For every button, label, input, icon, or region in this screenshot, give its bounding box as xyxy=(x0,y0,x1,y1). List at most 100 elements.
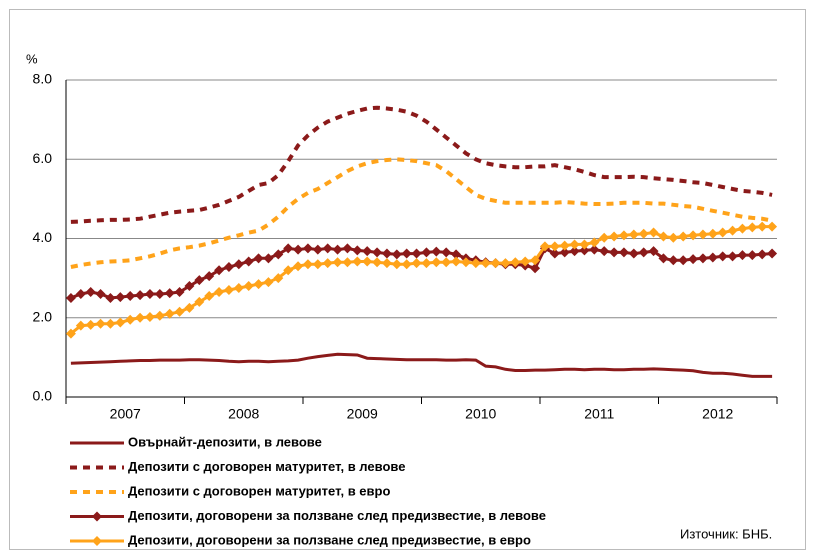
marker xyxy=(530,255,541,266)
marker xyxy=(75,288,86,299)
marker xyxy=(372,257,383,268)
marker xyxy=(362,256,373,267)
marker xyxy=(322,243,333,254)
marker xyxy=(223,262,234,273)
marker xyxy=(194,296,205,307)
marker xyxy=(757,221,768,232)
x-tick-label: 2010 xyxy=(465,406,496,422)
marker xyxy=(697,229,708,240)
marker xyxy=(85,319,96,330)
marker xyxy=(628,229,639,240)
y-unit: % xyxy=(26,51,38,66)
marker xyxy=(707,228,718,239)
marker xyxy=(105,318,116,329)
marker xyxy=(273,273,284,284)
marker xyxy=(135,312,146,323)
marker xyxy=(332,257,343,268)
marker xyxy=(352,245,363,256)
marker xyxy=(125,314,136,325)
marker xyxy=(579,245,590,256)
marker xyxy=(480,258,491,269)
marker xyxy=(767,221,778,232)
marker xyxy=(144,288,155,299)
marker xyxy=(115,292,126,303)
series-line xyxy=(70,157,773,269)
marker xyxy=(707,252,718,263)
marker xyxy=(135,290,146,301)
marker xyxy=(618,230,629,241)
frame xyxy=(9,9,806,550)
marker xyxy=(322,258,333,269)
marker xyxy=(717,227,728,238)
marker xyxy=(65,292,76,303)
marker xyxy=(411,258,422,269)
marker xyxy=(233,259,244,270)
marker xyxy=(204,271,215,282)
marker xyxy=(717,251,728,262)
marker xyxy=(194,275,205,286)
legend-marker xyxy=(92,536,102,546)
marker xyxy=(431,257,442,268)
y-tick-label: 8.0 xyxy=(33,71,53,87)
marker xyxy=(727,251,738,262)
marker xyxy=(441,257,452,268)
marker xyxy=(451,249,462,260)
marker xyxy=(618,247,629,258)
marker xyxy=(638,228,649,239)
marker xyxy=(362,246,373,257)
marker xyxy=(549,248,560,259)
marker xyxy=(411,248,422,259)
y-tick-label: 0.0 xyxy=(33,388,53,404)
x-tick-label: 2012 xyxy=(702,406,733,422)
marker xyxy=(293,244,304,255)
marker xyxy=(302,259,313,270)
marker xyxy=(312,259,323,270)
marker xyxy=(648,246,659,257)
marker xyxy=(283,243,294,254)
x-tick-label: 2008 xyxy=(228,406,259,422)
marker xyxy=(678,255,689,266)
marker xyxy=(342,257,353,268)
marker xyxy=(164,288,175,299)
marker xyxy=(75,320,86,331)
marker xyxy=(727,225,738,236)
marker xyxy=(263,253,274,264)
marker xyxy=(589,244,600,255)
marker xyxy=(599,246,610,257)
legend-label: Депозити с договорен матуритет, в евро xyxy=(128,483,390,498)
marker xyxy=(757,249,768,260)
marker xyxy=(737,223,748,234)
marker xyxy=(65,328,76,339)
marker xyxy=(559,240,570,251)
marker xyxy=(549,241,560,252)
marker xyxy=(767,248,778,259)
marker xyxy=(530,263,541,274)
marker xyxy=(678,231,689,242)
marker xyxy=(628,248,639,259)
marker xyxy=(164,308,175,319)
marker xyxy=(253,279,264,290)
marker xyxy=(95,318,106,329)
x-tick-label: 2009 xyxy=(347,406,378,422)
marker xyxy=(470,258,481,269)
legend-label: Депозити, договорени за ползване след пр… xyxy=(128,508,546,523)
marker xyxy=(609,231,620,242)
marker xyxy=(154,288,165,299)
marker xyxy=(342,243,353,254)
marker xyxy=(747,250,758,261)
series-line xyxy=(70,352,773,378)
marker xyxy=(302,243,313,254)
marker xyxy=(490,258,501,269)
marker xyxy=(105,292,116,303)
marker xyxy=(747,222,758,233)
marker xyxy=(115,317,126,328)
marker xyxy=(500,258,511,269)
marker xyxy=(204,290,215,301)
marker xyxy=(460,257,471,268)
marker xyxy=(441,247,452,258)
marker xyxy=(451,256,462,267)
marker xyxy=(589,237,600,248)
marker xyxy=(381,248,392,259)
marker xyxy=(332,244,343,255)
